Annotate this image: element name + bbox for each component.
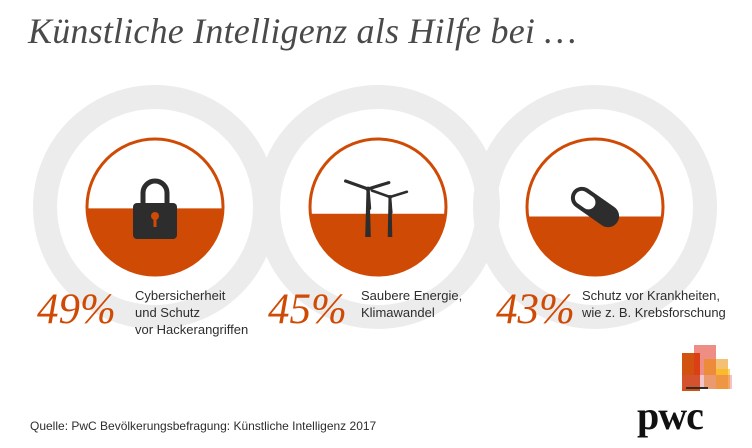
pwc-logo-text: pwc <box>637 393 704 438</box>
category-label-line: vor Hackerangriffen <box>135 322 249 337</box>
category-label: Saubere Energie, Klimawandel <box>361 287 462 321</box>
value-label: 49% <box>37 286 116 333</box>
page-title: Künstliche Intelligenz als Hilfe bei … <box>28 11 577 51</box>
pwc-logo-mark <box>682 345 732 391</box>
gauge-fill <box>527 216 663 276</box>
value-label: 45% <box>268 286 347 333</box>
gauge-fill <box>87 208 223 275</box>
lock-icon <box>133 178 177 239</box>
category-label-line: Cybersicherheit <box>135 288 226 303</box>
category-label-line: Saubere Energie, <box>361 288 463 303</box>
wind-turbine-icon <box>344 179 409 237</box>
gauge-1 <box>308 137 448 277</box>
gauge-outline <box>85 137 225 277</box>
value-label: 43% <box>496 286 575 333</box>
gauge-2 <box>525 137 665 277</box>
category-label-line: wie z. B. Krebsforschung <box>582 305 726 320</box>
pill-icon <box>570 186 620 228</box>
background-rings <box>33 85 717 329</box>
gauge-outline <box>308 137 448 277</box>
source-note: Quelle: PwC Bevölkerungsbefragung: Künst… <box>30 419 377 433</box>
decorative-ring <box>473 85 717 329</box>
category-label: Schutz vor Krankheiten, wie z. B. Krebsf… <box>582 287 726 321</box>
gauge-0 <box>85 137 225 277</box>
category-label-line: Schutz vor Krankheiten, <box>582 288 721 303</box>
category-label-line: Klimawandel <box>361 305 435 320</box>
gauge-outline <box>525 137 665 277</box>
category-label-line: und Schutz <box>135 305 201 320</box>
category-label: Cybersicherheit und Schutz vor Hackerang… <box>135 287 248 338</box>
gauge-fill <box>310 213 446 276</box>
